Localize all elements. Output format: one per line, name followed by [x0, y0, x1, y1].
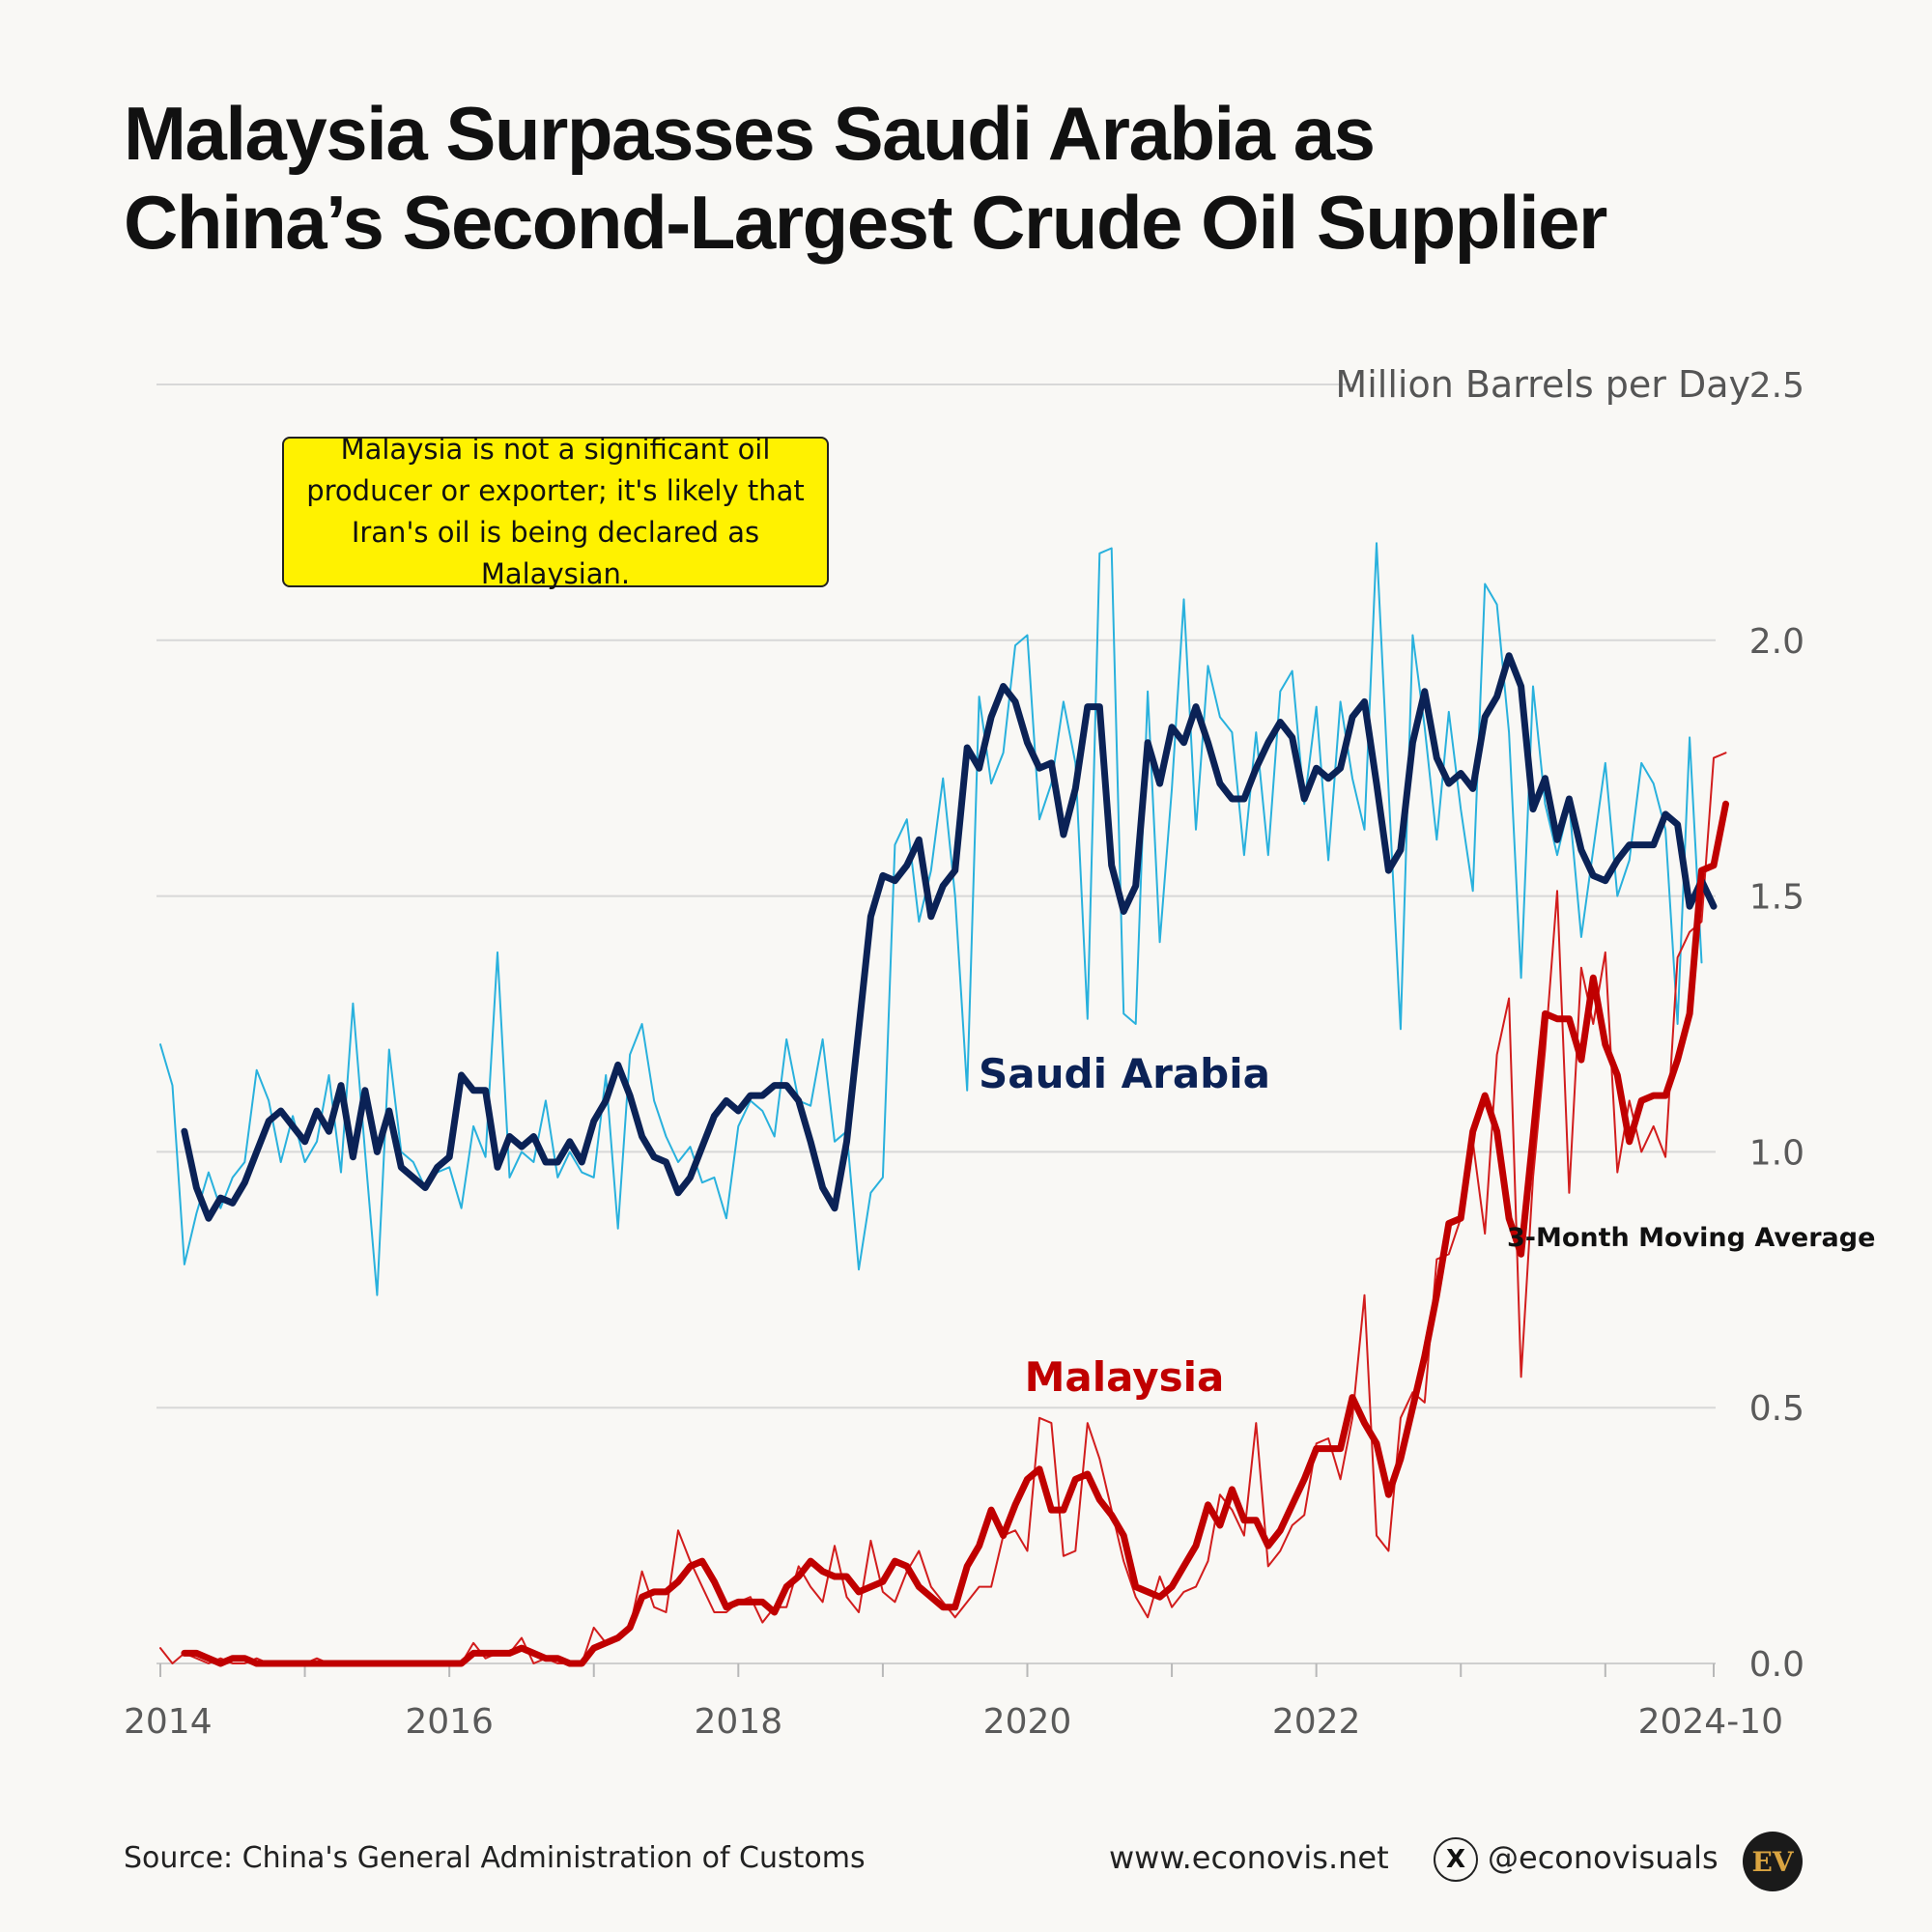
y-tick-label: 0.0: [1749, 1645, 1804, 1685]
y-axis-tick-labels: 0.0 0.5 1.0 1.5 2.0 2.5: [1749, 366, 1804, 1685]
x-axis-tick-labels: 2014 2016 2018 2020 2022 2024-10: [124, 1702, 1783, 1742]
x-tick-label: 2016: [405, 1702, 494, 1742]
malaysia-moving-average-line: [181, 800, 1729, 1667]
moving-average-label: 3-Month Moving Average: [1507, 1223, 1875, 1253]
saudi-arabia-series-label: Saudi Arabia: [979, 1050, 1270, 1097]
y-axis-unit-label: Million Barrels per Day: [1335, 363, 1750, 406]
y-tick-label: 1.0: [1749, 1133, 1804, 1173]
x-tick-label: 2018: [695, 1702, 783, 1742]
x-tick-label: 2022: [1272, 1702, 1361, 1742]
y-tick-label: 0.5: [1749, 1389, 1804, 1429]
ev-logo-icon: EV: [1743, 1832, 1803, 1891]
malaysia-series-label: Malaysia: [1025, 1353, 1225, 1401]
social-handle[interactable]: @econovisuals: [1488, 1839, 1719, 1876]
saudi-arabia-moving-average-line: [181, 652, 1718, 1222]
saudi-arabia-monthly-line: [159, 542, 1703, 1296]
x-logo-icon[interactable]: X: [1434, 1837, 1478, 1882]
y-tick-label: 2.5: [1749, 366, 1804, 406]
website-link[interactable]: www.econovis.net: [1109, 1839, 1389, 1876]
x-tick-label: 2020: [983, 1702, 1072, 1742]
x-tick-label: 2024-10: [1638, 1702, 1783, 1742]
x-tick-label: 2014: [124, 1702, 213, 1742]
y-tick-label: 1.5: [1749, 878, 1804, 918]
annotation-note: Malaysia is not a significant oil produc…: [282, 433, 829, 590]
series-lines: [159, 542, 1729, 1667]
chart-title-line-1: Malaysia Surpasses Saudi Arabia as: [124, 91, 1376, 176]
source-note: Source: China's General Administration o…: [124, 1841, 866, 1875]
y-tick-label: 2.0: [1749, 622, 1804, 662]
chart-title-line-2: China’s Second-Largest Crude Oil Supplie…: [124, 180, 1607, 265]
chart-title: Malaysia Surpasses Saudi Arabia as China…: [124, 89, 1766, 267]
